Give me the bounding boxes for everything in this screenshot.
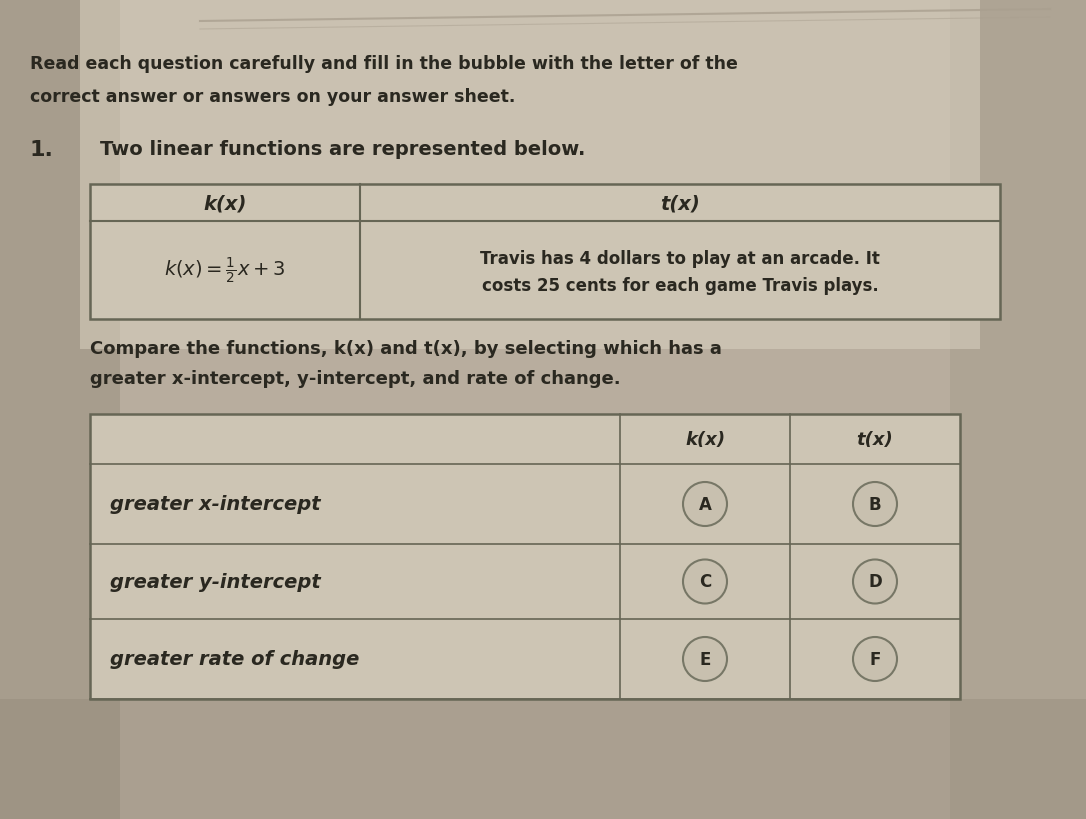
Text: E: E: [699, 650, 710, 668]
Text: greater rate of change: greater rate of change: [110, 649, 359, 668]
Text: correct answer or answers on your answer sheet.: correct answer or answers on your answer…: [30, 88, 516, 106]
Text: $k(x) = \frac{1}{2}x + 3$: $k(x) = \frac{1}{2}x + 3$: [164, 256, 286, 286]
Text: greater y-intercept: greater y-intercept: [110, 572, 320, 591]
FancyBboxPatch shape: [90, 185, 1000, 319]
FancyBboxPatch shape: [80, 0, 980, 350]
Circle shape: [853, 560, 897, 604]
FancyBboxPatch shape: [0, 699, 1086, 819]
Text: Compare the functions, k(x) and t(x), by selecting which has a: Compare the functions, k(x) and t(x), by…: [90, 340, 722, 358]
Circle shape: [853, 482, 897, 527]
Text: 1.: 1.: [30, 140, 54, 160]
Text: t(x): t(x): [660, 194, 699, 213]
Text: C: C: [699, 572, 711, 590]
Circle shape: [683, 482, 727, 527]
Text: A: A: [698, 495, 711, 514]
Text: costs 25 cents for each game Travis plays.: costs 25 cents for each game Travis play…: [481, 277, 879, 295]
Text: B: B: [869, 495, 882, 514]
Text: k(x): k(x): [203, 194, 247, 213]
Text: D: D: [868, 572, 882, 590]
Circle shape: [853, 637, 897, 681]
Text: t(x): t(x): [857, 431, 894, 449]
FancyBboxPatch shape: [0, 0, 119, 819]
Text: greater x-intercept: greater x-intercept: [110, 495, 320, 514]
FancyBboxPatch shape: [90, 414, 960, 699]
Text: Travis has 4 dollars to play at an arcade. It: Travis has 4 dollars to play at an arcad…: [480, 250, 880, 268]
Text: greater x-intercept, y-intercept, and rate of change.: greater x-intercept, y-intercept, and ra…: [90, 369, 620, 387]
Text: Two linear functions are represented below.: Two linear functions are represented bel…: [100, 140, 585, 159]
Circle shape: [683, 637, 727, 681]
FancyBboxPatch shape: [950, 0, 1086, 819]
Text: F: F: [869, 650, 881, 668]
Text: k(x): k(x): [685, 431, 725, 449]
Circle shape: [683, 560, 727, 604]
Text: Read each question carefully and fill in the bubble with the letter of the: Read each question carefully and fill in…: [30, 55, 737, 73]
